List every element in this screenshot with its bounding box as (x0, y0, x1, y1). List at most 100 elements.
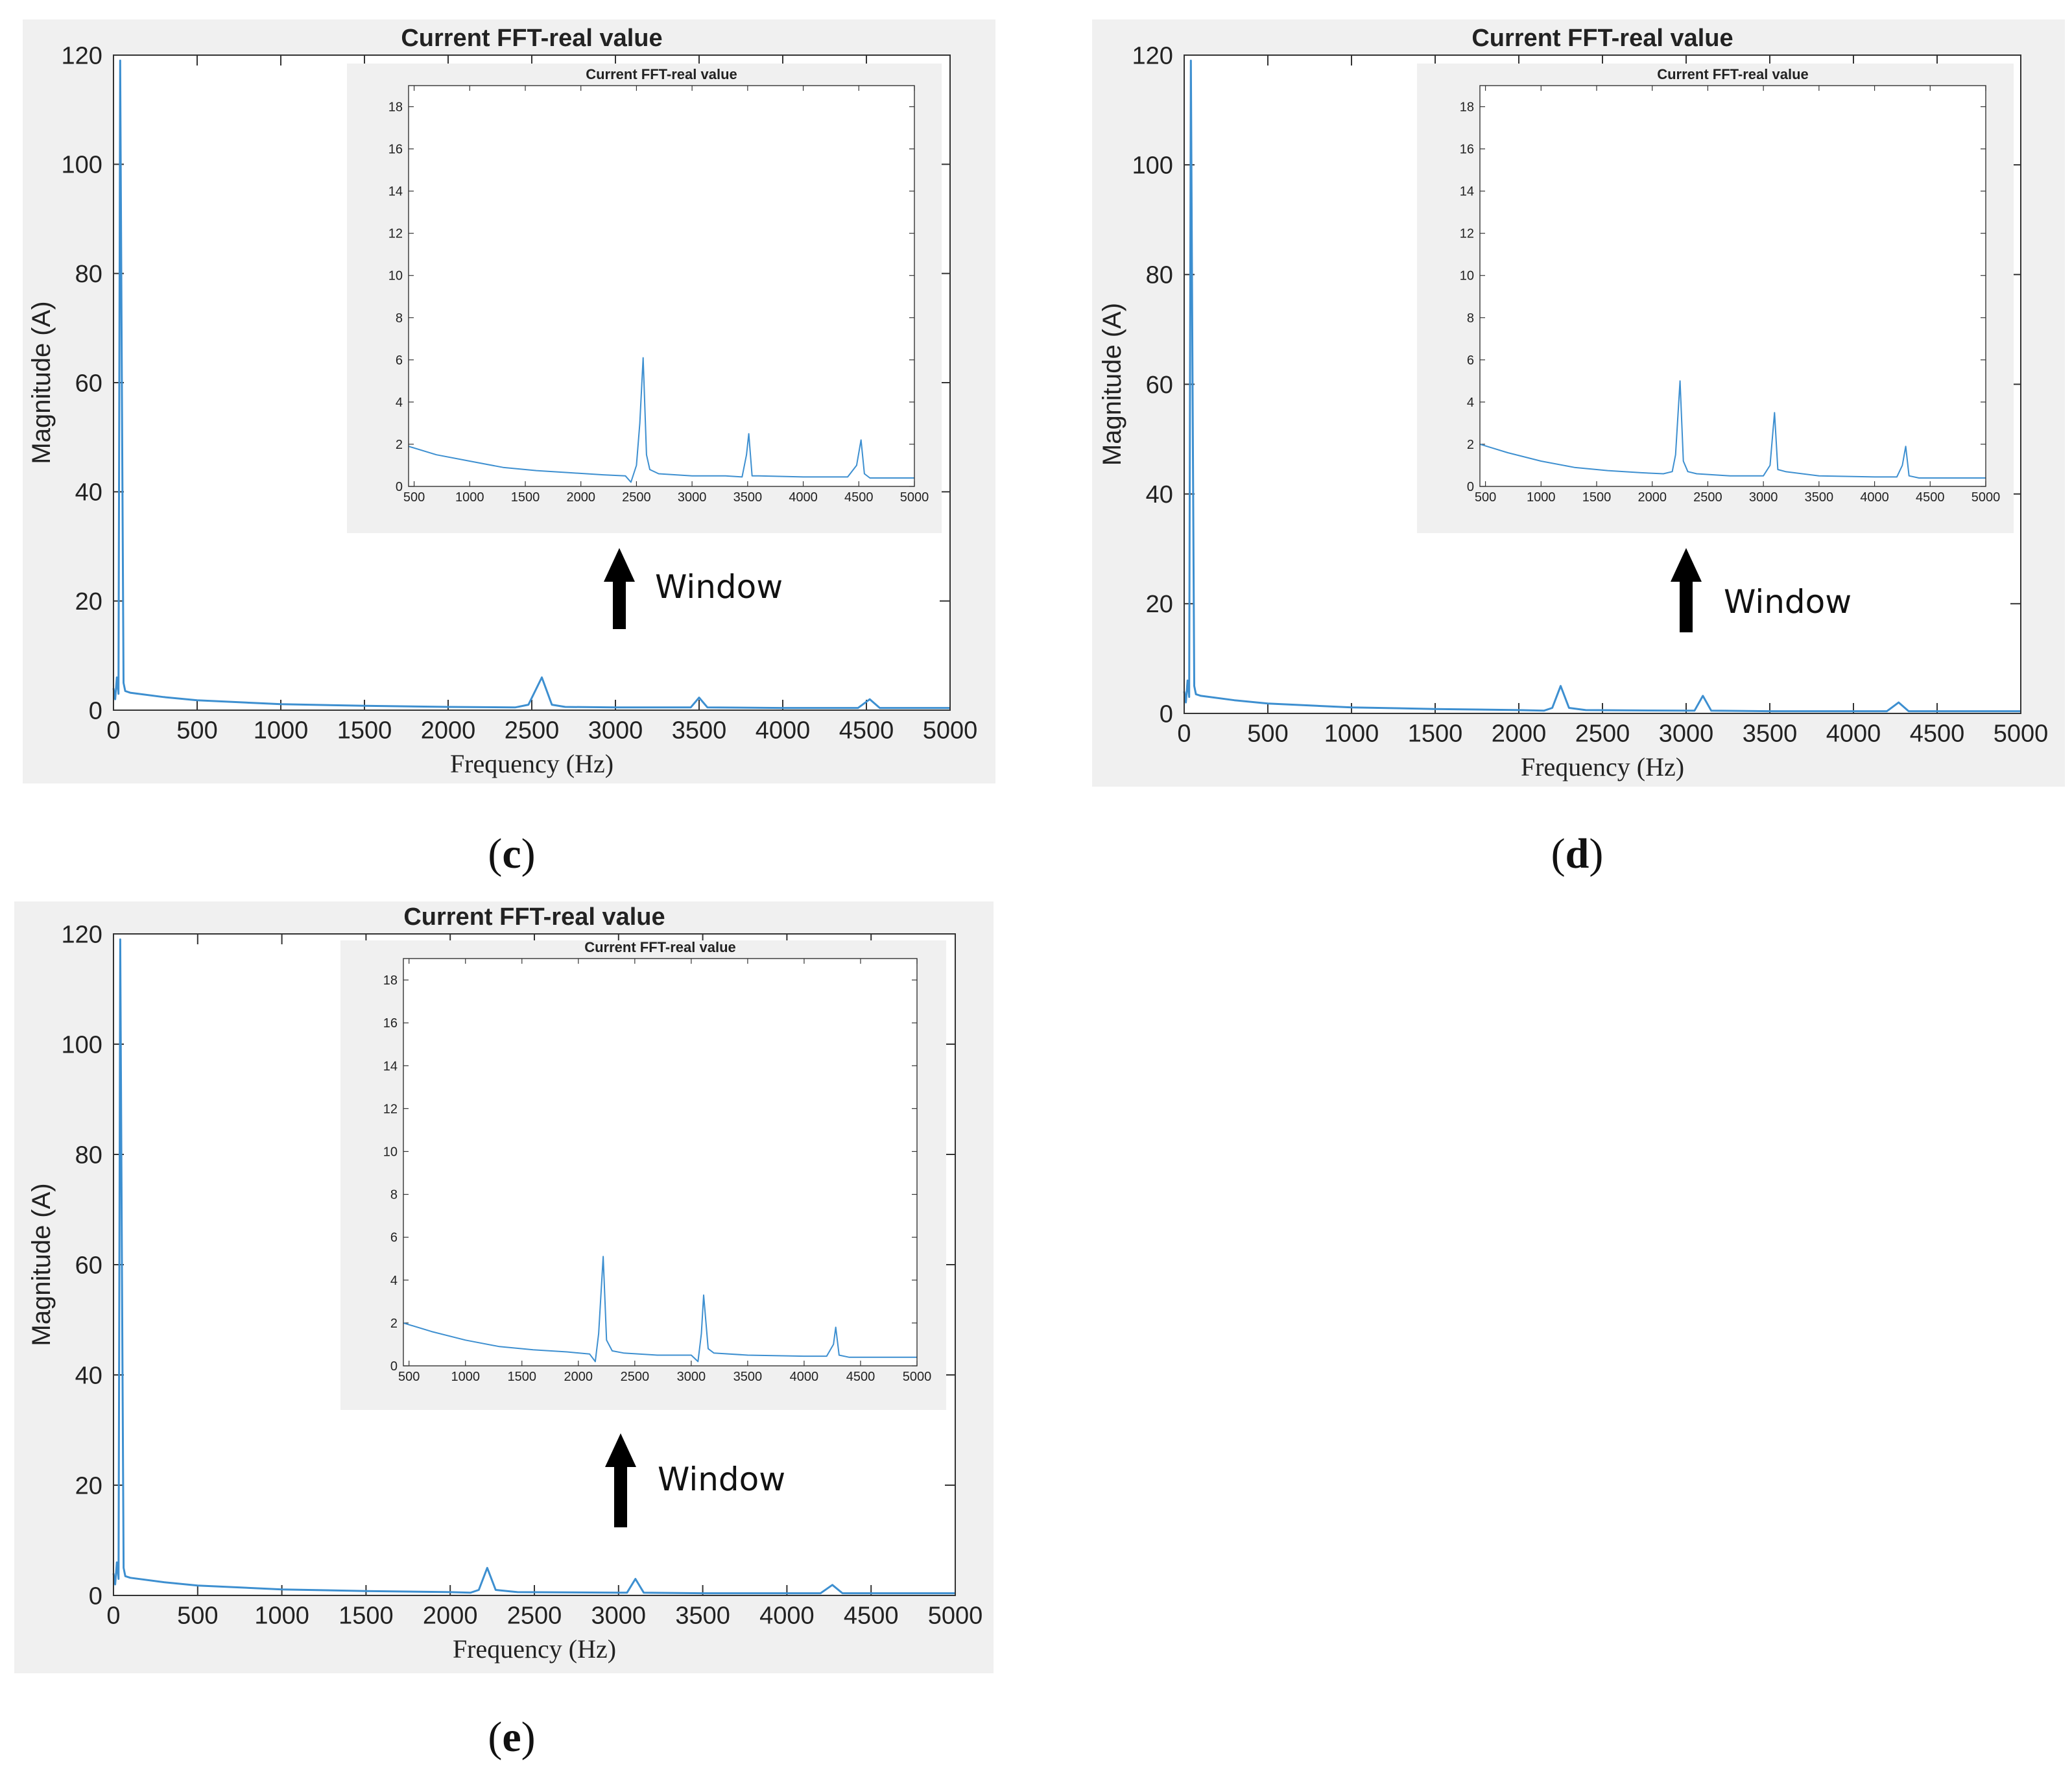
arrow-shaft (613, 579, 626, 629)
inset-x-tick-label: 4000 (790, 1370, 819, 1384)
x-tick-label: 500 (176, 717, 217, 745)
panel-caption: (d) (1551, 830, 1604, 877)
inset-y-tick-label: 16 (1460, 143, 1474, 157)
inset-y-tick-label: 6 (1467, 353, 1474, 368)
inset-x-tick-label: 3500 (733, 490, 763, 505)
window-label: Window (1724, 583, 1852, 621)
inset-x-tick-label: 3500 (733, 1370, 763, 1384)
y-tick-label: 60 (75, 1252, 102, 1279)
arrow-shaft (1680, 579, 1693, 632)
arrow-head (1671, 548, 1702, 582)
y-tick-label: 80 (75, 261, 102, 288)
inset-plot-area (409, 86, 914, 486)
inset-x-tick-label: 5000 (1971, 490, 2001, 505)
y-tick-label: 120 (61, 921, 102, 948)
axes-box (113, 933, 956, 1596)
inset-x-tick-label: 4500 (844, 490, 874, 505)
x-tick-label: 1000 (254, 1603, 309, 1630)
inset-y-tick-label: 0 (1467, 480, 1474, 494)
y-tick-label: 120 (61, 42, 102, 69)
y-axis-label: Magnitude (A) (1098, 303, 1126, 466)
inset-y-tick-label: 14 (383, 1059, 398, 1073)
x-tick-label: 3500 (672, 717, 727, 745)
x-tick-label: 1500 (337, 717, 392, 745)
y-tick-label: 120 (1132, 42, 1173, 69)
inset-x-tick-label: 1000 (1527, 490, 1556, 505)
y-tick-label: 0 (89, 1582, 102, 1610)
x-axis-label: Frequency (Hz) (453, 1634, 616, 1664)
x-tick-label: 500 (1247, 721, 1288, 748)
y-tick-label: 100 (1132, 152, 1173, 179)
x-tick-label: 4500 (844, 1603, 899, 1630)
y-tick-label: 20 (1146, 591, 1173, 618)
arrow-head (605, 1433, 636, 1467)
x-tick-label: 0 (106, 1603, 120, 1630)
inset-y-tick-label: 18 (1460, 101, 1474, 115)
panel-caption: (e) (488, 1713, 535, 1761)
inset-x-tick-label: 2500 (621, 1370, 650, 1384)
inset-y-tick-label: 14 (388, 185, 403, 199)
x-tick-label: 5000 (923, 717, 978, 745)
x-tick-label: 500 (177, 1603, 218, 1630)
inset-x-tick-label: 1000 (455, 490, 484, 505)
inset-y-tick-label: 10 (1460, 269, 1474, 283)
chart-panel-e: 0 500 1000 1500 2000 2500 3000 3500 4000 4500 5000… (14, 901, 994, 1673)
y-tick-label: 60 (1146, 372, 1173, 399)
x-axis-label: Frequency (Hz) (1521, 752, 1684, 782)
inset-y-tick-label: 8 (390, 1188, 398, 1202)
y-tick-label: 40 (1146, 481, 1173, 508)
inset-y-tick-label: 0 (390, 1359, 398, 1374)
y-tick-label: 80 (1146, 262, 1173, 289)
chart-title: Current FFT-real value (1471, 25, 1733, 52)
inset-y-tick-label: 4 (396, 396, 403, 410)
inset-y-tick-label: 0 (396, 480, 403, 494)
panel-caption: (c) (488, 830, 535, 877)
x-tick-label: 2500 (505, 717, 560, 745)
window-arrow (605, 1433, 636, 1527)
window-arrow (1671, 548, 1702, 632)
x-tick-label: 0 (106, 717, 120, 745)
y-tick-label: 80 (75, 1141, 102, 1169)
inset-y-tick-label: 18 (388, 101, 403, 115)
inset-x-tick-label: 2500 (1693, 490, 1722, 505)
x-tick-label: 1000 (254, 717, 309, 745)
arrow-head (604, 548, 635, 582)
axes-box (113, 54, 951, 711)
inset-y-tick-label: 6 (390, 1231, 398, 1245)
inset-y-tick-label: 8 (1467, 311, 1474, 326)
inset-plot-area (1480, 86, 1986, 486)
inset-x-tick-label: 1500 (1582, 490, 1612, 505)
x-tick-label: 2500 (507, 1603, 562, 1630)
x-tick-label: 3000 (588, 717, 643, 745)
inset-y-tick-label: 12 (1460, 227, 1474, 241)
inset-x-tick-label: 500 (398, 1370, 420, 1384)
y-tick-label: 20 (75, 588, 102, 615)
y-tick-label: 0 (89, 697, 102, 724)
inset-y-tick-label: 16 (383, 1016, 398, 1031)
inset-x-tick-label: 3000 (1749, 490, 1778, 505)
inset-x-tick-label: 500 (403, 490, 425, 505)
x-tick-label: 3500 (1743, 721, 1798, 748)
inset-x-tick-label: 1500 (511, 490, 540, 505)
chart-title: Current FFT-real value (401, 25, 662, 52)
y-tick-label: 0 (1160, 700, 1173, 728)
x-tick-label: 4000 (756, 717, 811, 745)
inset-x-tick-label: 5000 (903, 1370, 932, 1384)
chart-panel-c: 0 500 1000 1500 2000 2500 3000 3500 4000 4500 5000… (23, 19, 995, 783)
inset-y-tick-label: 6 (396, 353, 403, 368)
chart-panel-d: 0 500 1000 1500 2000 2500 3000 3500 4000 4500 5000… (1092, 19, 2065, 787)
inset-y-tick-label: 12 (383, 1102, 398, 1116)
inset-series-line (403, 1256, 917, 1363)
y-axis-label: Magnitude (A) (27, 301, 56, 464)
inset-x-tick-label: 2500 (622, 490, 651, 505)
x-tick-label: 2000 (1492, 721, 1547, 748)
x-tick-label: 4500 (1910, 721, 1965, 748)
inset-x-tick-label: 500 (1475, 490, 1496, 505)
inset-x-tick-label: 3000 (677, 1370, 706, 1384)
y-tick-label: 40 (75, 479, 102, 507)
inset-y-tick-label: 4 (1467, 396, 1474, 410)
inset-title: Current FFT-real value (1657, 66, 1809, 82)
x-tick-label: 3000 (1659, 721, 1714, 748)
axes-box (1184, 54, 2021, 714)
inset-x-tick-label: 4000 (789, 490, 818, 505)
